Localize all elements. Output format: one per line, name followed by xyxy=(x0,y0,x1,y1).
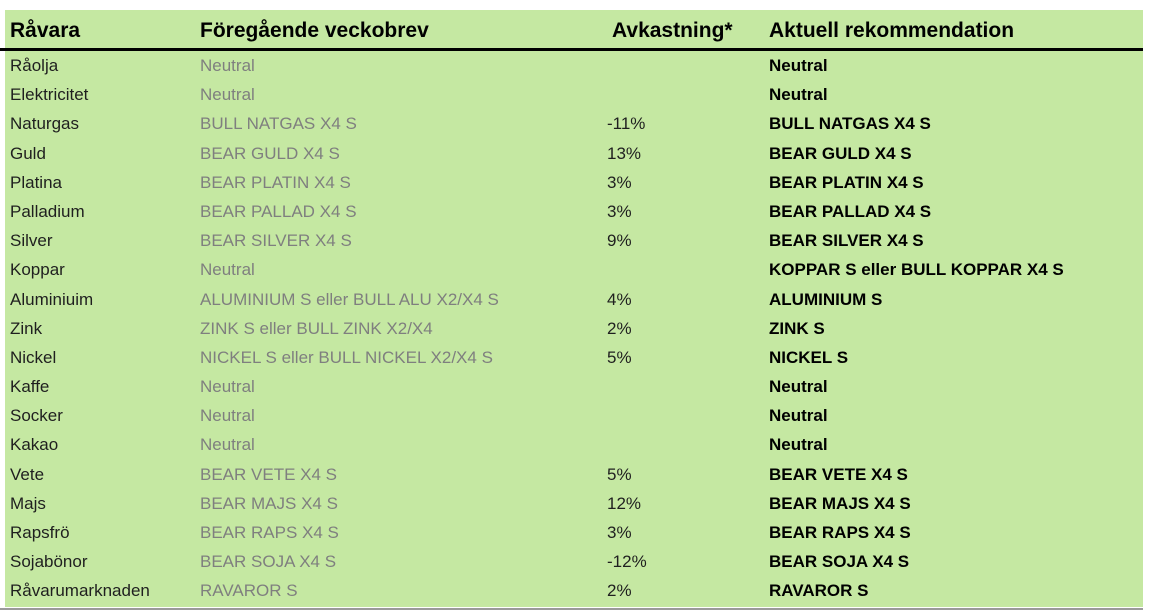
cell-commodity: Rapsfrö xyxy=(10,523,70,542)
cell-previous: RAVAROR S xyxy=(200,581,298,601)
cell-previous: BEAR MAJS X4 S xyxy=(200,493,338,513)
cell-return: 3% xyxy=(607,201,632,221)
table-row: Aluminiuim ALUMINIUM S eller BULL ALU X2… xyxy=(0,285,1163,314)
cell-previous: ZINK S eller BULL ZINK X2/X4 xyxy=(200,318,433,338)
cell-commodity: Kaffe xyxy=(10,377,50,397)
cell-recommendation: BEAR RAPS X4 S xyxy=(769,523,911,542)
cell-return: 5% xyxy=(607,347,632,367)
cell-commodity: Socker xyxy=(10,406,63,426)
cell-previous: Neutral xyxy=(200,56,255,75)
table-row: Silver BEAR SILVER X4 S 9% BEAR SILVER X… xyxy=(0,226,1163,255)
cell-recommendation: BEAR VETE X4 S xyxy=(769,464,908,484)
cell-return: 3% xyxy=(607,172,632,192)
cell-return: -11% xyxy=(607,114,646,134)
cell-commodity: Zink xyxy=(10,318,43,338)
table-row: Råolja Neutral Neutral xyxy=(0,51,1163,80)
cell-recommendation: BULL NATGAS X4 S xyxy=(769,114,931,134)
cell-recommendation: BEAR PLATIN X4 S xyxy=(769,172,924,192)
cell-recommendation: RAVAROR S xyxy=(769,581,869,601)
cell-commodity: Koppar xyxy=(10,260,65,280)
cell-return: 5% xyxy=(607,464,632,484)
table-row: Socker Neutral Neutral xyxy=(0,401,1163,430)
table-row: Vete BEAR VETE X4 S 5% BEAR VETE X4 S xyxy=(0,460,1163,489)
table-row: Kaffe Neutral Neutral xyxy=(0,372,1163,401)
cell-commodity: Palladium xyxy=(10,201,85,221)
cell-previous: ALUMINIUM S eller BULL ALU X2/X4 S xyxy=(200,289,499,309)
cell-commodity: Elektricitet xyxy=(10,85,89,105)
cell-recommendation: ZINK S xyxy=(769,318,825,338)
cell-recommendation: NICKEL S xyxy=(769,347,849,367)
cell-recommendation: BEAR SOJA X4 S xyxy=(769,552,910,572)
table-row: Palladium BEAR PALLAD X4 S 3% BEAR PALLA… xyxy=(0,197,1163,226)
table-rows: Råolja Neutral Neutral Elektricitet Neut… xyxy=(0,51,1163,606)
table-row: Naturgas BULL NATGAS X4 S -11% BULL NATG… xyxy=(0,109,1163,138)
cell-commodity: Råolja xyxy=(10,56,59,75)
cell-previous: BEAR RAPS X4 S xyxy=(200,523,339,542)
header-return: Avkastning* xyxy=(612,19,733,42)
cell-recommendation: BEAR GULD X4 S xyxy=(769,143,912,163)
header-commodity: Råvara xyxy=(10,19,81,42)
cell-commodity: Guld xyxy=(10,143,46,163)
header-previous: Föregående veckobrev xyxy=(200,19,429,42)
cell-recommendation: Neutral xyxy=(769,85,828,105)
table-row: Kakao Neutral Neutral xyxy=(0,430,1163,459)
table-row: Elektricitet Neutral Neutral xyxy=(0,80,1163,109)
commodity-table-background xyxy=(5,10,1143,607)
cell-recommendation: KOPPAR S eller BULL KOPPAR X4 S xyxy=(769,260,1064,280)
cell-commodity: Nickel xyxy=(10,347,57,367)
cell-commodity: Platina xyxy=(10,172,62,192)
cell-previous: Neutral xyxy=(200,406,255,426)
table-row: Koppar Neutral KOPPAR S eller BULL KOPPA… xyxy=(0,255,1163,284)
cell-recommendation: BEAR PALLAD X4 S xyxy=(769,201,932,221)
cell-commodity: Sojabönor xyxy=(10,552,88,572)
cell-previous: BEAR PLATIN X4 S xyxy=(200,172,351,192)
cell-return: 3% xyxy=(607,523,632,542)
cell-return: 9% xyxy=(607,231,632,251)
cell-return: 2% xyxy=(607,581,632,601)
cell-previous: BEAR PALLAD X4 S xyxy=(200,201,357,221)
cell-previous: BEAR GULD X4 S xyxy=(200,143,340,163)
table-row: Guld BEAR GULD X4 S 13% BEAR GULD X4 S xyxy=(0,139,1163,168)
cell-recommendation: Neutral xyxy=(769,56,828,75)
table-row: Sojabönor BEAR SOJA X4 S -12% BEAR SOJA … xyxy=(0,547,1163,576)
header-divider-line xyxy=(0,48,1143,51)
header-recommendation: Aktuell rekommendation xyxy=(769,19,1015,42)
cell-previous: BEAR VETE X4 S xyxy=(200,464,337,484)
cell-commodity: Råvarumarknaden xyxy=(10,581,150,601)
cell-previous: BEAR SILVER X4 S xyxy=(200,231,352,251)
cell-previous: Neutral xyxy=(200,435,255,455)
table-row: Platina BEAR PLATIN X4 S 3% BEAR PLATIN … xyxy=(0,168,1163,197)
table-row: Rapsfrö BEAR RAPS X4 S 3% BEAR RAPS X4 S xyxy=(0,518,1163,547)
table-header-row: Råvara Föregående veckobrev Avkastning* … xyxy=(0,10,1163,48)
cell-recommendation: ALUMINIUM S xyxy=(769,289,883,309)
table-row: Nickel NICKEL S eller BULL NICKEL X2/X4 … xyxy=(0,343,1163,372)
cell-recommendation: BEAR MAJS X4 S xyxy=(769,493,911,513)
cell-commodity: Majs xyxy=(10,493,46,513)
cell-previous: BEAR SOJA X4 S xyxy=(200,552,337,572)
cell-previous: Neutral xyxy=(200,260,255,280)
cell-commodity: Naturgas xyxy=(10,114,79,134)
cell-recommendation: Neutral xyxy=(769,377,828,397)
cell-recommendation: Neutral xyxy=(769,435,828,455)
cell-commodity: Aluminiuim xyxy=(10,289,94,309)
cell-previous: BULL NATGAS X4 S xyxy=(200,114,357,134)
cell-recommendation: Neutral xyxy=(769,406,828,426)
table-row: Råvarumarknaden RAVAROR S 2% RAVAROR S xyxy=(0,576,1163,605)
cell-previous: Neutral xyxy=(200,85,255,105)
cell-commodity: Vete xyxy=(10,464,45,484)
cell-return: 4% xyxy=(607,289,632,309)
cell-return: 13% xyxy=(607,143,642,163)
cell-return: -12% xyxy=(607,552,647,572)
table-row: Zink ZINK S eller BULL ZINK X2/X4 2% ZIN… xyxy=(0,314,1163,343)
cell-return: 2% xyxy=(607,318,632,338)
cell-commodity: Silver xyxy=(10,231,53,251)
cell-return: 12% xyxy=(607,493,642,513)
table-row: Majs BEAR MAJS X4 S 12% BEAR MAJS X4 S xyxy=(0,489,1163,518)
cell-commodity: Kakao xyxy=(10,435,59,455)
bottom-divider-line xyxy=(0,608,1143,610)
cell-previous: Neutral xyxy=(200,377,255,397)
cell-recommendation: BEAR SILVER X4 S xyxy=(769,231,924,251)
cell-previous: NICKEL S eller BULL NICKEL X2/X4 S xyxy=(200,347,493,367)
